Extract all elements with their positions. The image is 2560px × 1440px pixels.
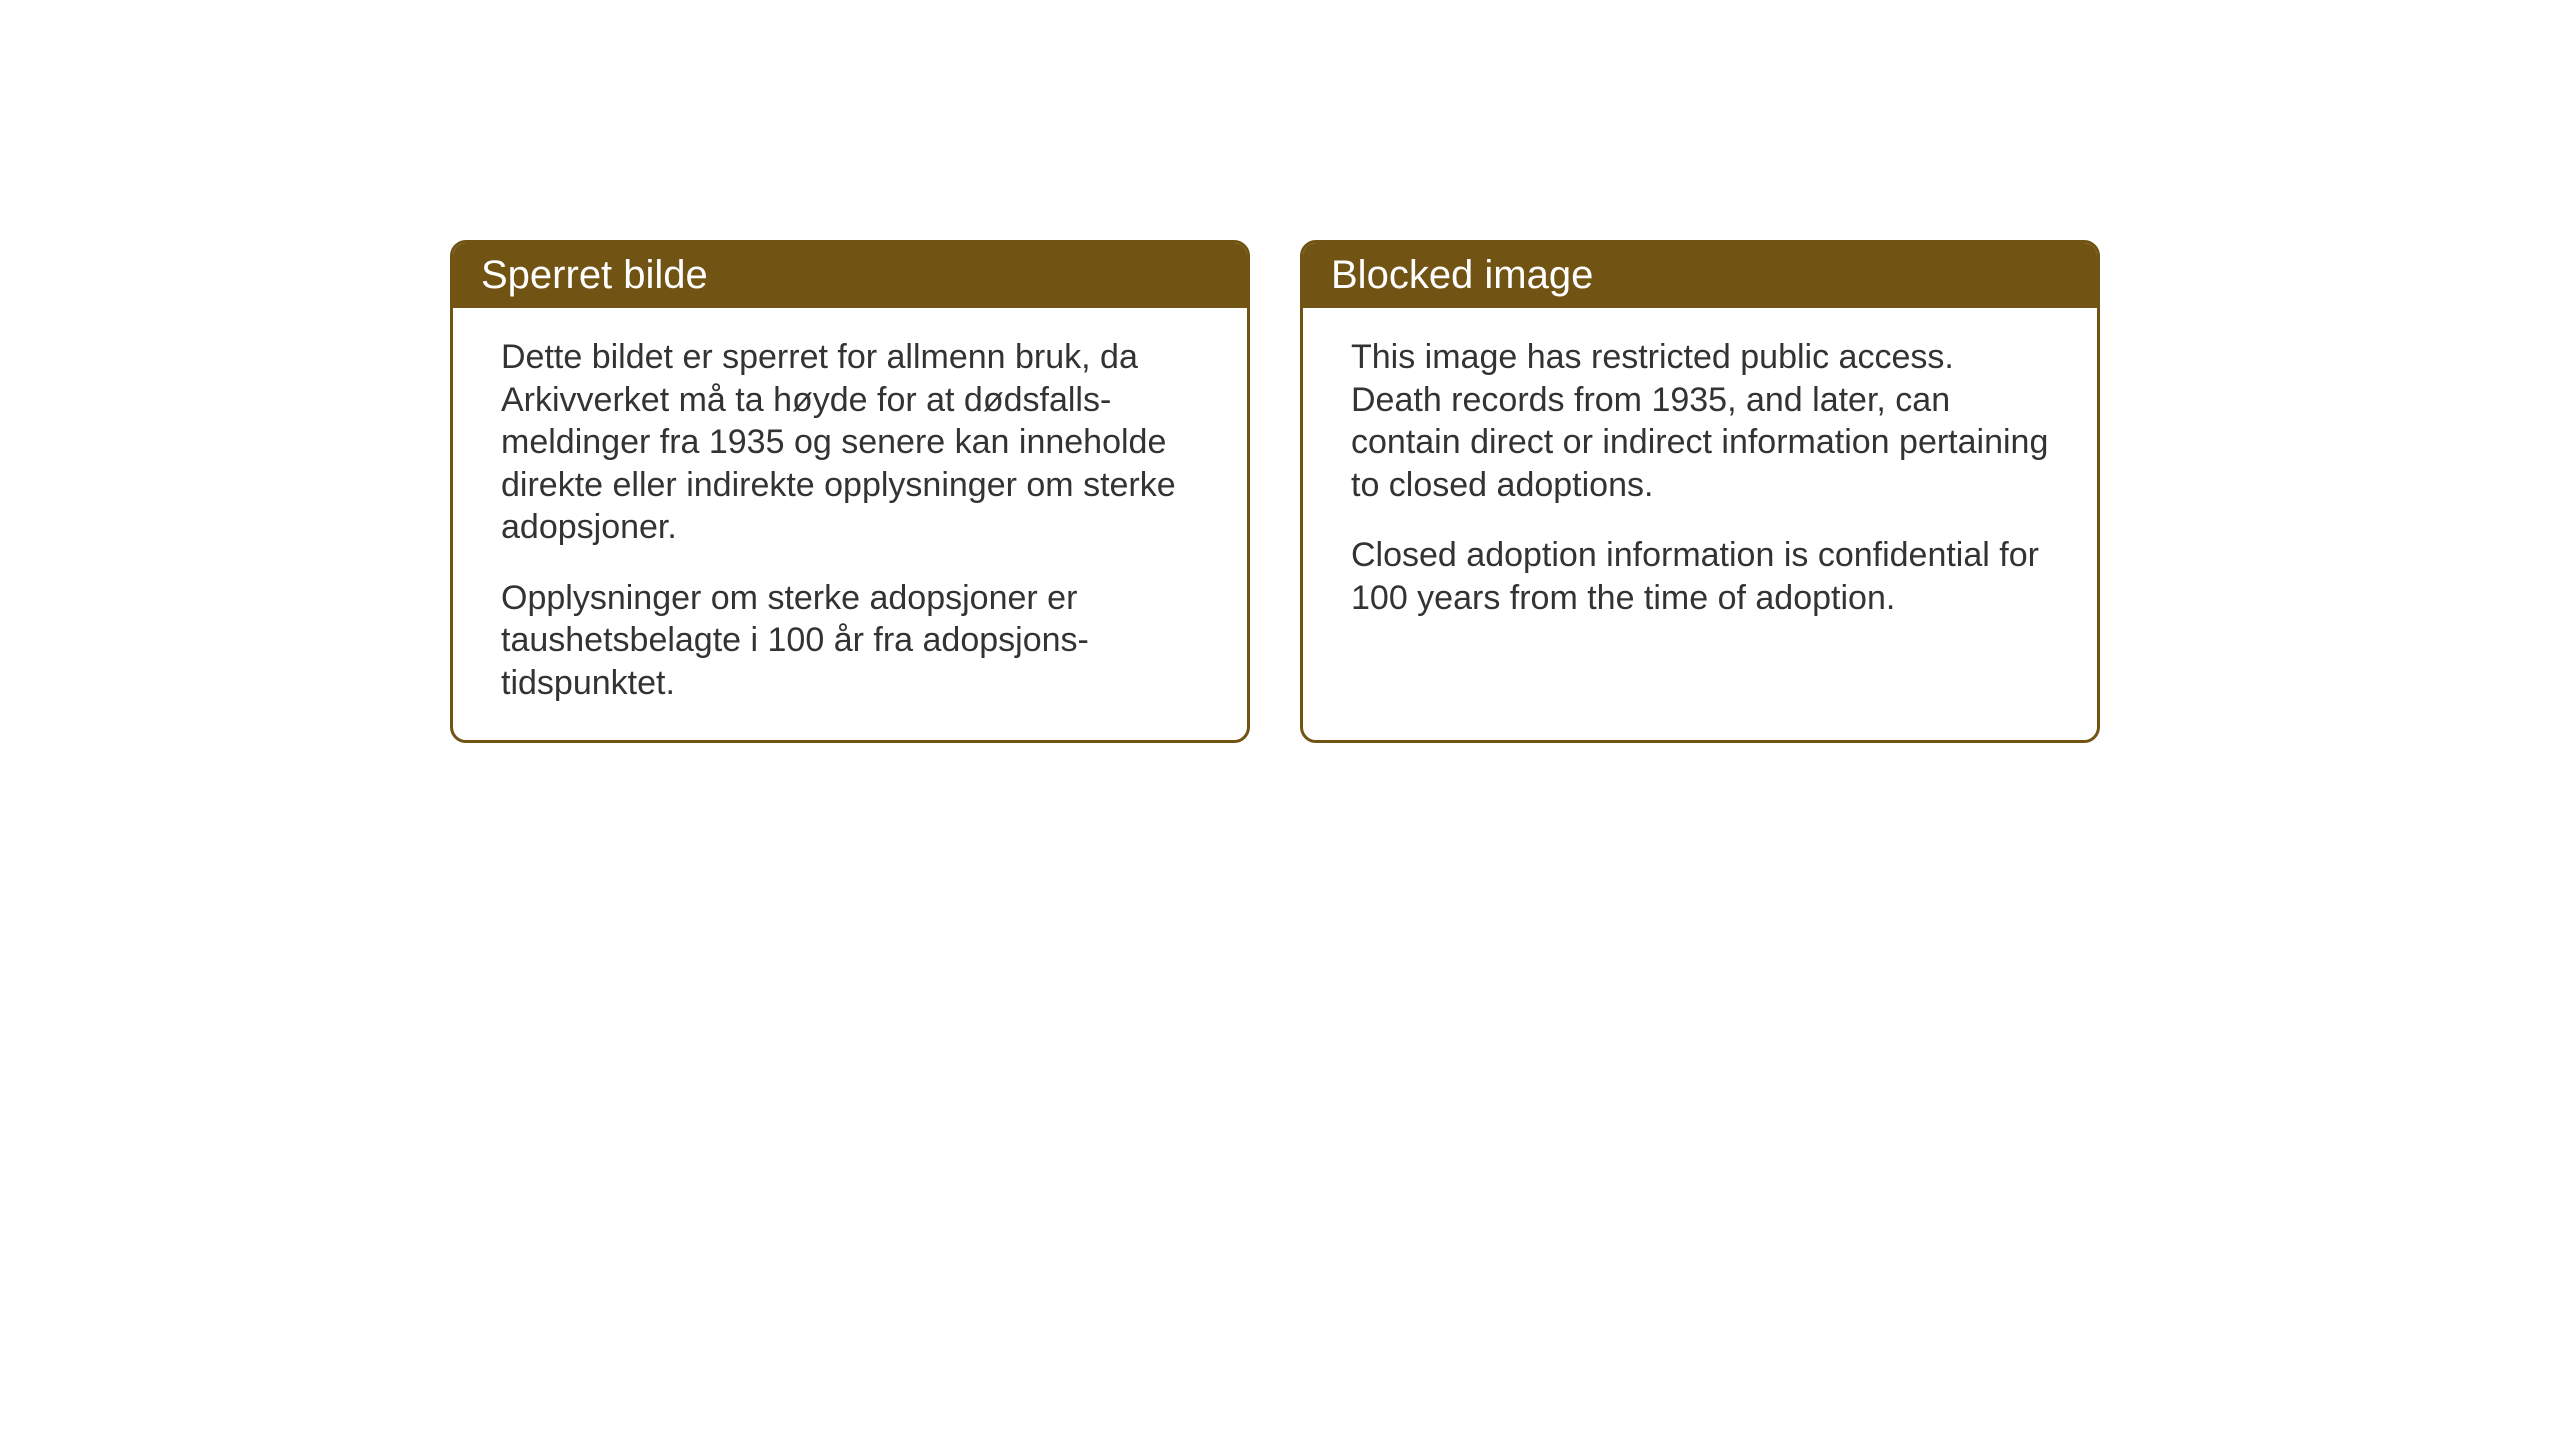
notice-container: Sperret bilde Dette bildet er sperret fo… (450, 240, 2100, 743)
notice-paragraph-1-en: This image has restricted public access.… (1351, 336, 2049, 506)
notice-header-norwegian: Sperret bilde (453, 243, 1247, 308)
notice-body-norwegian: Dette bildet er sperret for allmenn bruk… (453, 308, 1247, 740)
notice-paragraph-2-no: Opplysninger om sterke adopsjoner er tau… (501, 577, 1199, 705)
notice-paragraph-1-no: Dette bildet er sperret for allmenn bruk… (501, 336, 1199, 549)
notice-box-norwegian: Sperret bilde Dette bildet er sperret fo… (450, 240, 1250, 743)
notice-box-english: Blocked image This image has restricted … (1300, 240, 2100, 743)
notice-body-english: This image has restricted public access.… (1303, 308, 2097, 655)
notice-paragraph-2-en: Closed adoption information is confident… (1351, 534, 2049, 619)
notice-header-english: Blocked image (1303, 243, 2097, 308)
